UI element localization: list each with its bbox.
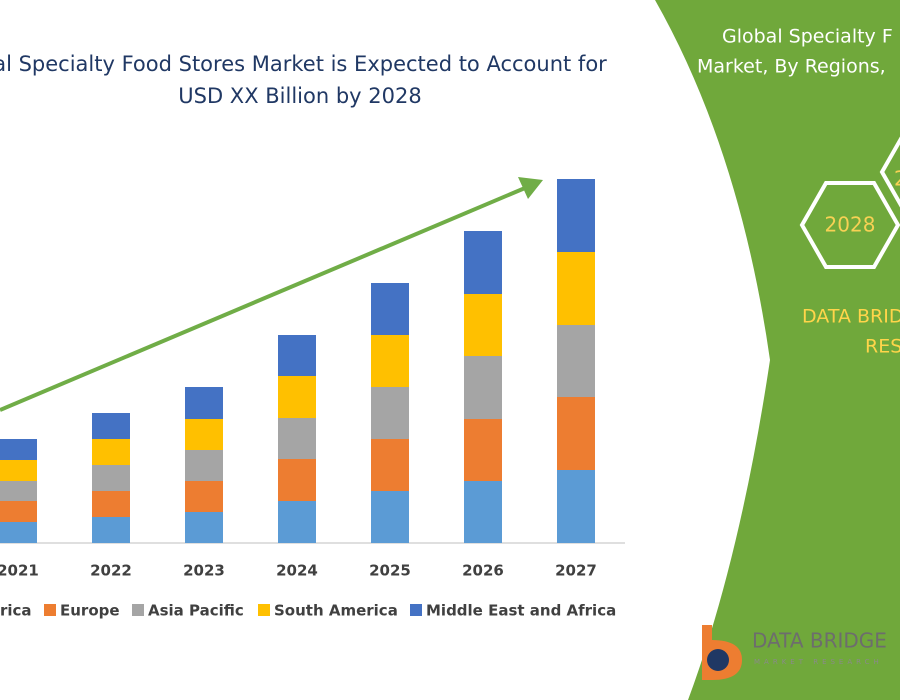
chart-subtitle: USD XX Billion by 2028: [178, 84, 421, 108]
bar-segment: [92, 491, 130, 517]
bar-segment: [92, 517, 130, 543]
bar-segment: [0, 460, 37, 481]
green-panel: [655, 0, 900, 700]
bar-segment: [185, 481, 223, 512]
logo-name: DATA BRIDGE: [752, 629, 887, 653]
bar-segment: [557, 252, 595, 325]
bar-segment: [464, 294, 502, 356]
logo-mark: [707, 649, 729, 671]
x-tick-label: 2023: [183, 562, 225, 580]
bar-segment: [371, 387, 409, 439]
bar-segment: [92, 439, 130, 465]
bar-segment: [278, 459, 316, 501]
bar-segment: [278, 335, 316, 376]
x-tick-label: 2025: [369, 562, 411, 580]
bar-segment: [371, 491, 409, 543]
x-tick-label: 2024: [276, 562, 318, 580]
brand-text: RES: [865, 336, 900, 358]
legend-swatch: [258, 604, 270, 616]
bar-segment: [557, 470, 595, 543]
bar-segment: [185, 450, 223, 481]
bar-segment: [371, 283, 409, 335]
bar-segment: [185, 419, 223, 450]
bar-segment: [464, 481, 502, 543]
panel-title: Global Specialty F: [722, 26, 893, 48]
bar-segment: [557, 179, 595, 252]
hex-label: 2: [894, 167, 900, 191]
bar-segment: [92, 465, 130, 491]
panel-title: Market, By Regions,: [697, 56, 886, 78]
chart-title: al Specialty Food Stores Market is Expec…: [0, 52, 607, 76]
bar-segment: [278, 418, 316, 459]
bar-segment: [185, 512, 223, 543]
legend-label: South America: [274, 602, 398, 620]
legend-label: Europe: [60, 602, 120, 620]
hex-label: 2028: [825, 213, 876, 237]
legend-label: rica: [0, 602, 32, 620]
bar-segment: [557, 325, 595, 397]
bar-segment: [464, 231, 502, 294]
bar-segment: [464, 419, 502, 481]
hexagon: [799, 181, 900, 269]
bar-segment: [278, 376, 316, 418]
x-tick-label: 2021: [0, 562, 39, 580]
bar-segment: [464, 356, 502, 419]
bar-segment: [0, 501, 37, 522]
trend-arrow: [0, 186, 526, 412]
bar-segment: [557, 397, 595, 470]
bar-segment: [92, 413, 130, 439]
legend-swatch: [44, 604, 56, 616]
bar-segment: [278, 501, 316, 543]
bar-segment: [371, 439, 409, 491]
logo-tagline: MARKET RESEARCH: [754, 658, 883, 666]
x-tick-label: 2026: [462, 562, 504, 580]
brand-text: DATA BRID: [802, 306, 900, 328]
bar-segment: [0, 481, 37, 501]
bar-segment: [371, 335, 409, 387]
bar-segment: [185, 387, 223, 419]
legend-swatch: [410, 604, 422, 616]
bar-segment: [0, 439, 37, 460]
legend-swatch: [132, 604, 144, 616]
bar-segment: [0, 522, 37, 543]
x-tick-label: 2027: [555, 562, 597, 580]
legend-label: Asia Pacific: [148, 602, 244, 620]
trend-arrow-head: [518, 177, 543, 199]
x-tick-label: 2022: [90, 562, 132, 580]
legend-label: Middle East and Africa: [426, 602, 616, 620]
